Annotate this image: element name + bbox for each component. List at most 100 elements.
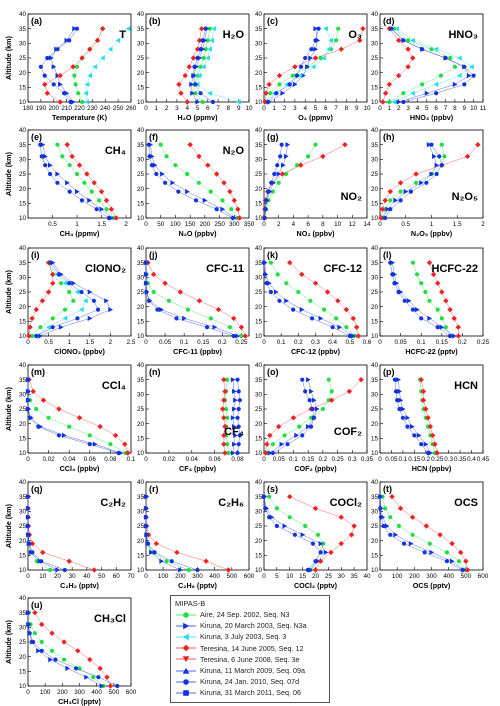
data-point — [275, 272, 280, 277]
data-point — [281, 162, 286, 168]
data-point — [321, 307, 327, 312]
data-point — [380, 99, 386, 105]
data-point — [269, 180, 274, 185]
panel-letter: (i) — [31, 250, 40, 260]
data-point — [227, 325, 233, 330]
x-axis-label: ClONO₂ (ppbv) — [54, 347, 105, 356]
data-point — [154, 171, 159, 177]
x-tick-label: 3 — [406, 105, 410, 112]
data-point — [262, 272, 267, 277]
x-tick-label: 350 — [244, 221, 255, 228]
data-point — [79, 289, 84, 295]
data-point — [276, 72, 283, 79]
y-tick-label: 15 — [19, 319, 27, 326]
panel-r: 0 100 200 300 400 500 600 10 15 20 25 30 35 40 (r) C₂H₆… — [137, 479, 255, 590]
data-point — [272, 171, 277, 177]
data-point — [299, 271, 305, 278]
y-tick-label: 25 — [371, 55, 379, 62]
data-point — [273, 289, 279, 295]
x-tick-label: 180 — [23, 105, 34, 112]
legend-marker-icon — [176, 622, 196, 630]
data-point — [466, 73, 472, 79]
data-point — [382, 90, 389, 96]
x-tick-label: 40 — [363, 573, 371, 580]
x-axis-label: CF₄ (ppbv) — [179, 464, 217, 473]
data-point — [314, 406, 320, 412]
y-tick-label: 25 — [371, 523, 379, 530]
data-point — [413, 180, 419, 185]
x-tick-label: 200 — [57, 689, 68, 696]
y-tick-label: 10 — [255, 215, 263, 222]
data-point — [429, 47, 434, 52]
x-axis-label: N₂O (ppbv) — [179, 229, 218, 238]
data-point — [32, 631, 37, 636]
data-point — [83, 298, 88, 304]
x-tick-label: 0.05 — [385, 456, 398, 463]
x-tick-label: 4 — [303, 105, 307, 112]
x-tick-label: 0 — [262, 456, 266, 463]
data-point — [279, 142, 284, 147]
y-tick-label: 15 — [137, 85, 145, 92]
data-point — [192, 64, 197, 69]
data-point — [429, 549, 435, 555]
data-point — [387, 99, 392, 105]
data-point — [290, 415, 297, 421]
data-point — [342, 141, 348, 148]
data-point — [58, 281, 64, 286]
x-tick-label: 4 — [292, 221, 296, 228]
x-tick-label: 0.06 — [84, 456, 97, 463]
y-tick-label: 20 — [255, 70, 263, 77]
data-point — [360, 25, 366, 32]
data-point — [225, 415, 230, 420]
data-point — [429, 171, 435, 177]
data-point — [150, 271, 157, 278]
data-point — [308, 55, 313, 61]
x-tick-label: 0.08 — [231, 456, 244, 463]
legend-title: MIPAS-B — [175, 599, 206, 608]
data-point — [73, 666, 79, 671]
data-point — [261, 494, 267, 499]
data-point — [196, 153, 202, 160]
data-point — [38, 142, 43, 147]
data-point — [434, 162, 440, 168]
data-point — [67, 281, 72, 286]
legend-label: Kiruna, 24 Jan. 2010, Seq. 07d — [200, 677, 300, 687]
y-tick-label: 35 — [371, 26, 379, 33]
data-point — [312, 280, 319, 286]
data-point — [49, 55, 54, 61]
data-point — [50, 271, 56, 278]
x-tick-label: 260 — [126, 105, 137, 112]
data-point — [423, 406, 429, 412]
data-point — [231, 333, 236, 339]
data-point — [237, 398, 242, 403]
data-point — [313, 559, 318, 564]
x-tick-label: 0.25 — [235, 339, 248, 346]
y-tick-label: 15 — [19, 436, 27, 443]
data-point — [185, 171, 190, 177]
legend-entry: Kiruna, 24 Jan. 2010, Seq. 07d — [175, 676, 325, 687]
x-tick-label: 0 — [378, 456, 382, 463]
data-point — [27, 415, 33, 420]
x-tick-label: 9 — [237, 105, 241, 112]
legend-label: Kiruna, 31 March 2011, Seq. 06 — [200, 688, 301, 698]
data-point — [305, 567, 310, 573]
data-point — [416, 432, 422, 438]
data-point — [323, 549, 329, 555]
data-point — [324, 289, 331, 295]
x-tick-label: 0 — [378, 221, 382, 228]
data-point — [231, 315, 237, 322]
x-tick-label: 100 — [158, 573, 169, 580]
data-point — [113, 215, 119, 221]
data-point — [267, 494, 272, 499]
data-point — [47, 171, 53, 177]
data-point — [389, 493, 395, 500]
data-point — [447, 306, 453, 313]
panel-q: 0 10 20 30 40 50 60 7010152025303540(q)C₂H₂C₂H₂… — [4, 479, 135, 590]
data-point — [420, 397, 427, 403]
y-tick-label: 35 — [255, 377, 263, 384]
data-point — [285, 442, 290, 447]
data-point — [55, 567, 61, 573]
y-tick-label: 35 — [255, 260, 263, 267]
data-point — [267, 515, 272, 520]
data-point — [71, 298, 76, 303]
